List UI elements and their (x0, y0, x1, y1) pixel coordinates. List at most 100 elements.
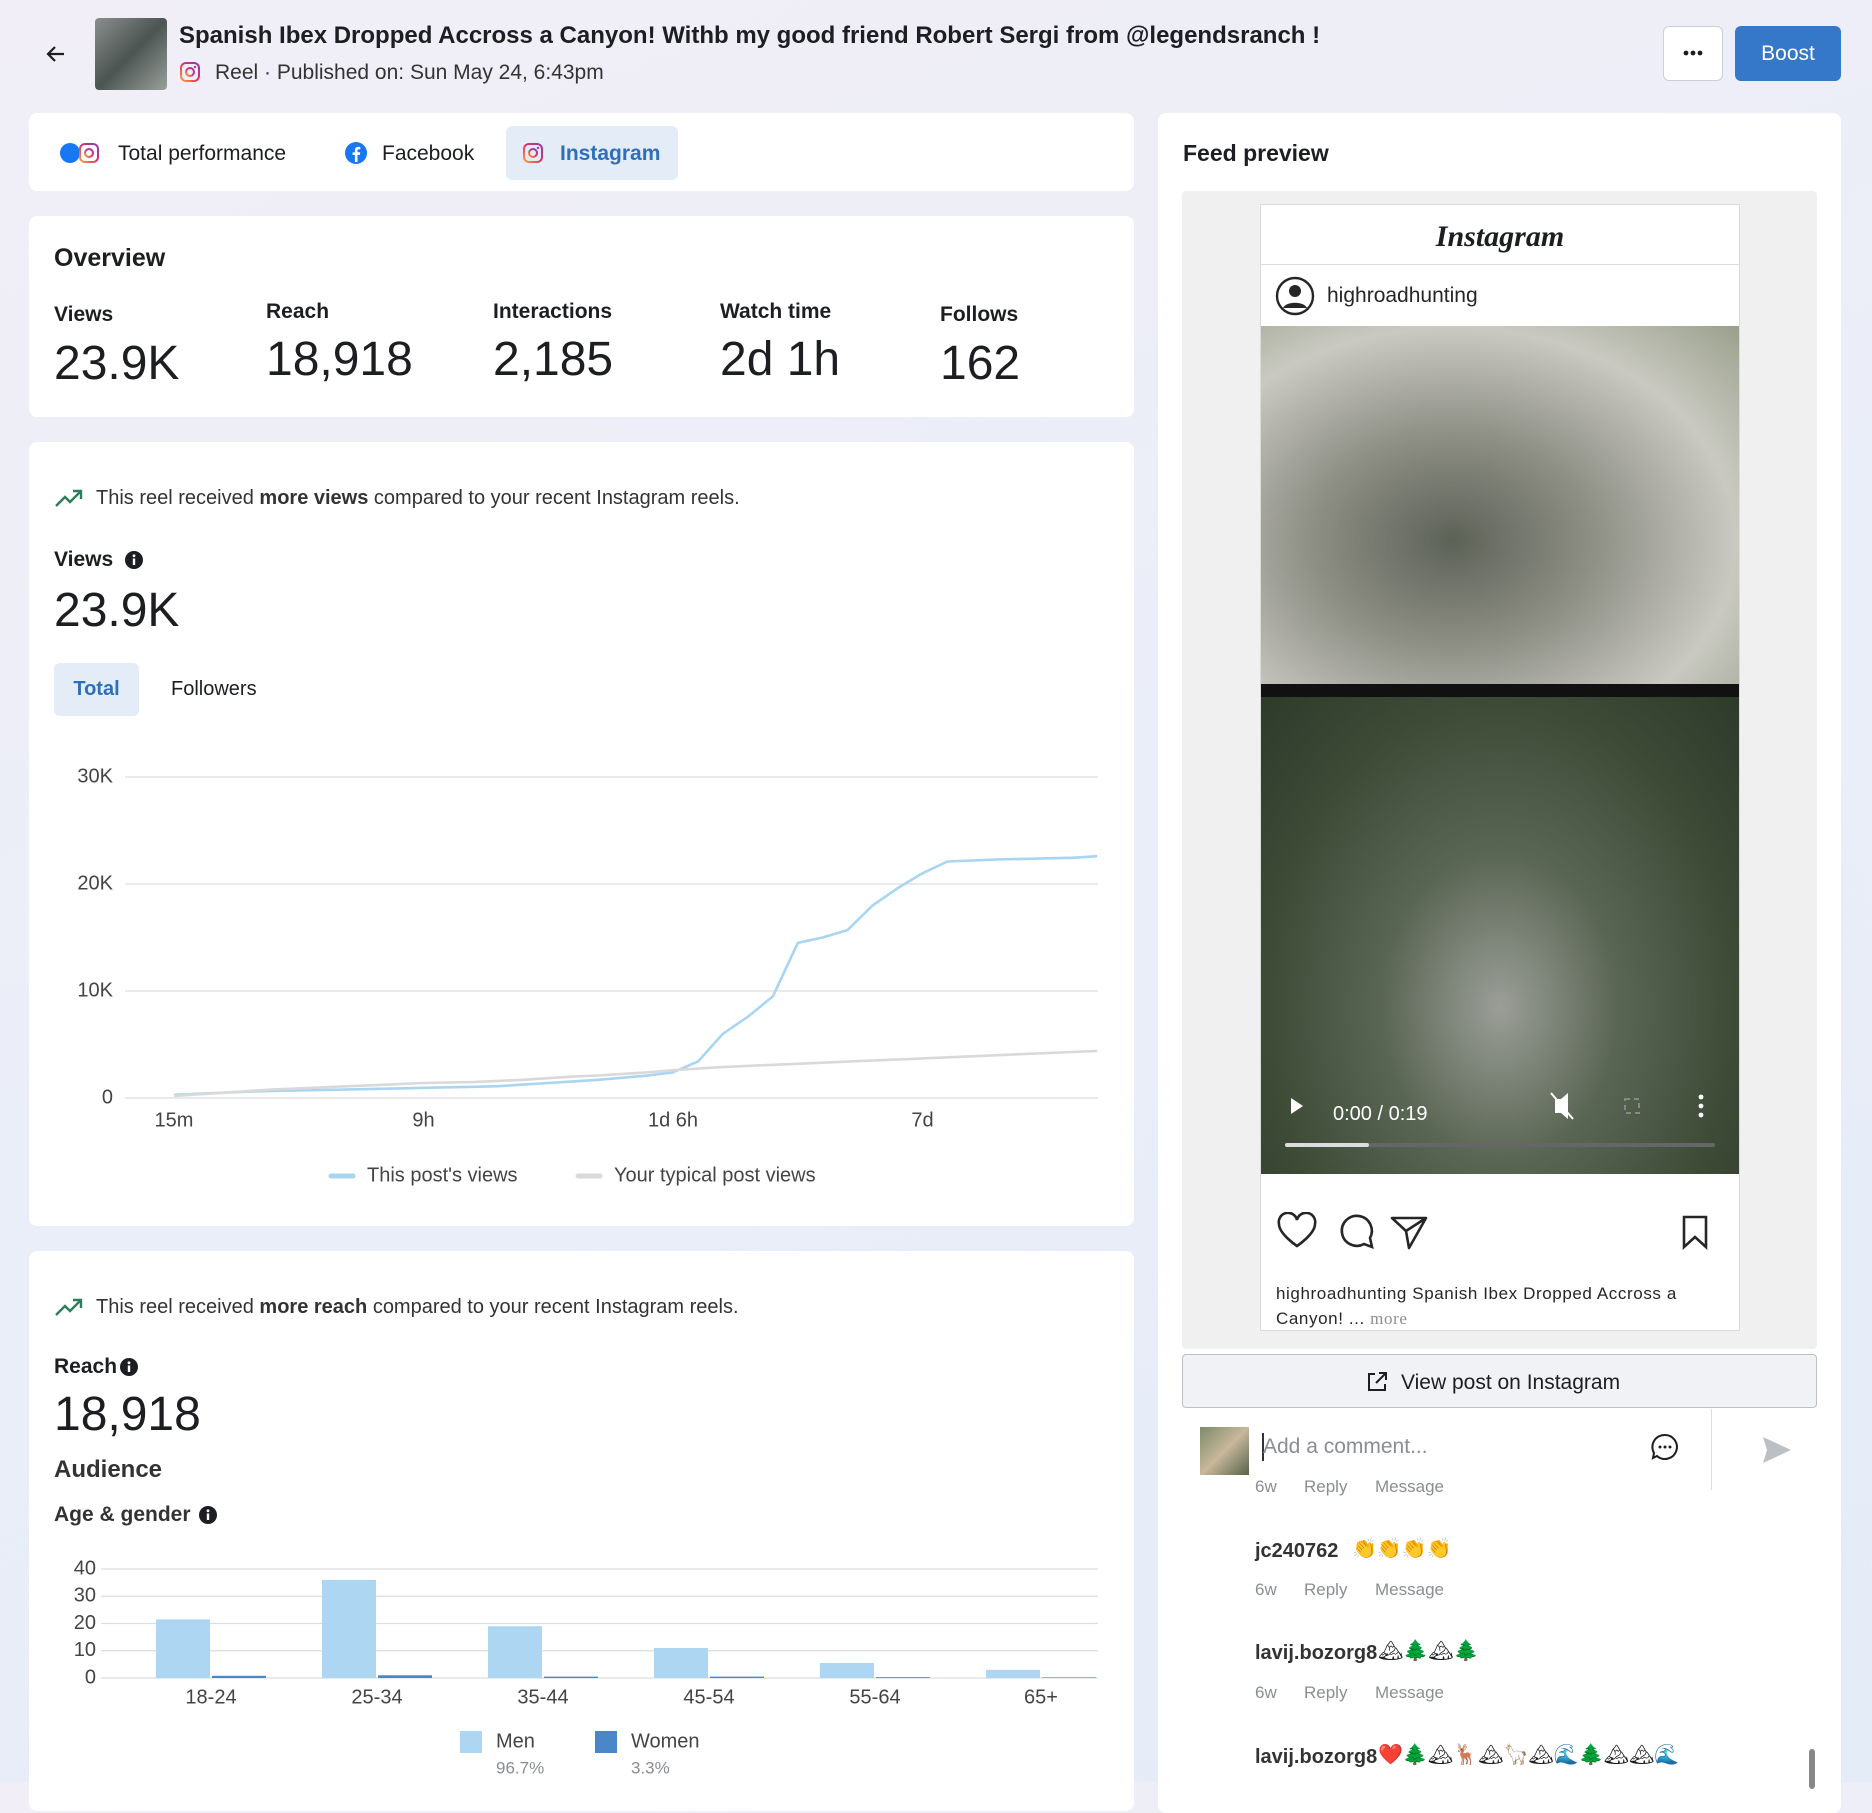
info-icon[interactable] (119, 1357, 139, 1377)
views-card: This reel received more views compared t… (29, 442, 1134, 1226)
back-button[interactable] (44, 42, 68, 66)
post-subtitle: Reel · Published on: Sun May 24, 6:43pm (215, 61, 604, 84)
comment-time: 6w (1255, 1477, 1277, 1496)
tabs-card: Total performance Facebook Instagram (29, 113, 1134, 191)
username[interactable]: highroadhunting (1327, 284, 1478, 307)
share-icon[interactable] (1390, 1216, 1428, 1250)
metric-value: 18,918 (266, 333, 413, 386)
comment-user[interactable]: lavij.bozorg8 (1255, 1746, 1378, 1768)
series-line (173, 854, 1098, 1097)
cursor (1262, 1433, 1264, 1461)
like-icon[interactable] (1277, 1212, 1317, 1248)
reach-value: 18,918 (54, 1388, 201, 1441)
bar (156, 1619, 210, 1678)
bar (820, 1663, 874, 1678)
y-tick-label: 0 (102, 1086, 113, 1108)
my-avatar (1200, 1427, 1249, 1475)
caption: Canyon! ... more (1276, 1310, 1407, 1327)
boost-label: Boost (1761, 42, 1815, 65)
x-tick-label: 7d (911, 1109, 933, 1131)
comment-input[interactable]: Add a comment... (1263, 1435, 1428, 1458)
comment-text: 🏔🌲🏔🌲 (1378, 1640, 1479, 1662)
bar (488, 1626, 542, 1678)
legend-swatch (595, 1731, 617, 1753)
fullscreen-button[interactable] (1624, 1098, 1640, 1114)
send-button[interactable] (1761, 1434, 1793, 1466)
view-post-button[interactable]: View post on Instagram (1182, 1354, 1817, 1408)
x-tick-label: 65+ (1024, 1686, 1058, 1708)
photo-gap (1261, 684, 1739, 697)
feed-preview-card: Feed preview Instagram highroadhunting 0… (1158, 113, 1841, 1813)
insight-bold: more reach (259, 1296, 368, 1318)
bar (1042, 1677, 1096, 1678)
thumbnail (95, 18, 167, 90)
action-icons (1277, 1212, 1708, 1250)
tab-label: Instagram (560, 142, 661, 165)
insight-bold: more views (259, 487, 369, 509)
views-label: Views (54, 548, 114, 571)
age-gender-title: Age & gender (54, 1503, 191, 1526)
boost-button[interactable]: Boost (1735, 26, 1841, 81)
bar (378, 1675, 432, 1678)
metric-label: Interactions (493, 300, 613, 323)
brand: Instagram (1435, 220, 1565, 253)
y-tick-label: 20 (74, 1612, 96, 1634)
message-link[interactable]: Message (1375, 1580, 1444, 1599)
metric-value: 2,185 (493, 333, 614, 386)
comment-time: 6w (1255, 1683, 1277, 1702)
photo (1261, 326, 1739, 684)
insight: This reel received more reach compared t… (96, 1297, 739, 1317)
post-title: Spanish Ibex Dropped Accross a Canyon! W… (179, 22, 1321, 49)
trend-icon (55, 489, 83, 507)
tab[interactable]: Total performance (118, 142, 287, 165)
reply-link[interactable]: Reply (1304, 1580, 1348, 1599)
active-tab[interactable]: Instagram (506, 126, 678, 180)
more-button[interactable] (1663, 26, 1723, 81)
legend-swatch (460, 1731, 482, 1753)
bar (986, 1669, 1040, 1678)
comment-icon[interactable] (1340, 1214, 1374, 1250)
comment-time: 6w (1255, 1580, 1277, 1599)
play-button[interactable] (1291, 1098, 1303, 1114)
metric-label: Views (54, 303, 114, 326)
y-tick-label: 0 (85, 1666, 96, 1688)
bar (710, 1676, 764, 1678)
series-line (173, 1049, 1098, 1098)
toggle-active[interactable]: Total (54, 663, 139, 716)
legend-note: 96.7% (496, 1758, 544, 1777)
insight-text: compared to your recent Instagram reels. (372, 1296, 739, 1318)
metric-value: 23.9K (54, 337, 180, 390)
y-tick-label: 30K (77, 765, 113, 787)
legend-label: Men (496, 1730, 535, 1752)
info-icon[interactable] (124, 550, 144, 570)
x-tick-label: 45-54 (683, 1686, 734, 1708)
insight-text: compared to your recent Instagram reels. (373, 487, 740, 509)
caption: highroadhunting Spanish Ibex Dropped Acc… (1276, 1284, 1677, 1303)
message-link[interactable]: Message (1375, 1683, 1444, 1702)
toggle-label: Total (73, 678, 120, 700)
metric-label: Watch time (720, 300, 832, 323)
emoji-button[interactable] (1650, 1432, 1680, 1462)
more-link[interactable]: more (1370, 1309, 1408, 1328)
info-icon[interactable] (198, 1505, 218, 1525)
save-icon[interactable] (1682, 1215, 1708, 1250)
reply-link[interactable]: Reply (1304, 1683, 1348, 1702)
insight: This reel received more views compared t… (96, 488, 740, 508)
comment-text: ❤️🌲🏔🦌🏔🦙🏔🌊🌲🏔🏔🌊 (1378, 1744, 1680, 1766)
toggle[interactable]: Followers (171, 678, 257, 700)
external-icon (1368, 1372, 1387, 1391)
instagram-icon (180, 62, 200, 82)
facebook-icon (345, 142, 367, 164)
message-link[interactable]: Message (1375, 1477, 1444, 1496)
overview-title: Overview (54, 244, 166, 272)
comment-user[interactable]: jc240762 (1255, 1540, 1339, 1562)
x-tick-label: 18-24 (185, 1686, 236, 1708)
bar (876, 1677, 930, 1678)
tab[interactable]: Facebook (382, 142, 475, 165)
reply-link[interactable]: Reply (1304, 1477, 1348, 1496)
avatar (1275, 276, 1315, 316)
audience-title: Audience (54, 1456, 163, 1483)
comment-user[interactable]: lavij.bozorg8 (1255, 1642, 1378, 1664)
